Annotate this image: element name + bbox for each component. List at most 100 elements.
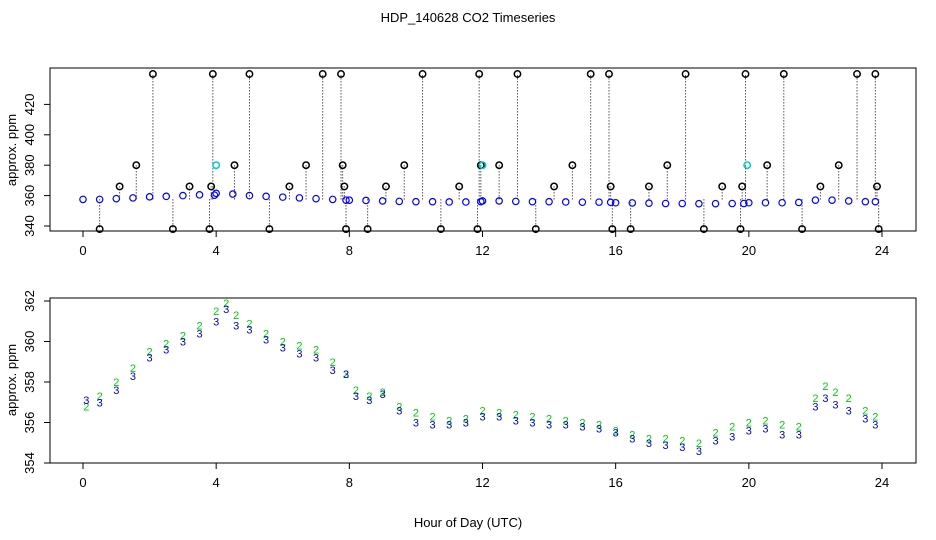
y-tick-label: 356 (22, 412, 37, 434)
data-point (695, 199, 703, 208)
y-tick-label: 340 (22, 215, 37, 237)
x-tick-label: 0 (79, 475, 86, 490)
series-3-point: 3 (147, 353, 153, 365)
outlier-point (779, 70, 788, 78)
data-point (611, 198, 620, 207)
outlier-point (550, 182, 559, 191)
outlier-point (718, 182, 727, 191)
series-3-point: 3 (596, 424, 602, 436)
data-point (362, 196, 370, 205)
outlier-point (418, 70, 427, 78)
series-3-point: 3 (832, 399, 838, 411)
data-point (844, 197, 853, 205)
x-tick-label: 8 (346, 475, 353, 490)
series-3-point: 3 (762, 424, 768, 436)
series-3-point: 3 (463, 418, 469, 430)
series-2-point: 2 (246, 318, 252, 330)
series-2-point: 2 (196, 320, 202, 332)
series-3-point: 3 (712, 436, 718, 448)
figure-title: HDP_140628 CO2 Timeseries (381, 10, 556, 25)
x-tick-label: 20 (742, 475, 756, 490)
x-axis: 0 4 8 12 16 20 24 (79, 463, 889, 490)
x-tick-label: 16 (608, 475, 622, 490)
y-tick-label: 360 (22, 185, 37, 207)
series-2-point: 2 (762, 415, 768, 427)
outlier-point (568, 161, 577, 170)
plot-frame (49, 297, 917, 464)
outlier-point (185, 182, 194, 191)
flagged-point (743, 161, 752, 170)
series-2-point: 2 (546, 413, 552, 425)
outlier-point (338, 161, 347, 170)
series-3-point: 3 (353, 391, 359, 403)
outlier-point (400, 161, 409, 170)
series-2-point: 2 (596, 420, 602, 432)
outlier-point (816, 182, 825, 191)
series-3-point: 3 (729, 432, 735, 444)
y-tick-label: 358 (22, 371, 37, 393)
series-2-point: 2 (413, 407, 419, 419)
data-point (328, 195, 337, 204)
data-point (145, 193, 154, 201)
outlier-point (207, 182, 216, 191)
series-3-point: 3 (380, 389, 386, 401)
data-point (628, 199, 637, 207)
data-point (245, 191, 254, 200)
outlier-point (699, 225, 708, 233)
x-axis-label: Hour of Day (UTC) (414, 515, 522, 530)
outlier-point (874, 225, 883, 233)
data-point (740, 199, 748, 208)
series-3-point: 3 (343, 369, 349, 381)
series-2-point: 2 (496, 407, 502, 419)
top-panel-marks (79, 70, 883, 233)
series-3-point: 3 (97, 397, 103, 409)
series-2-point: 2 (872, 411, 878, 423)
y-axis: 340 360 380 400 420 (22, 94, 50, 237)
data-point (112, 194, 121, 203)
outlier-point (741, 70, 750, 78)
series-3-point: 3 (430, 420, 436, 432)
outlier-point (230, 161, 239, 170)
outlier-point (586, 70, 595, 78)
series-2-point: 2 (280, 337, 286, 349)
data-point (412, 197, 420, 206)
series-3-point: 3 (646, 438, 652, 450)
data-point (428, 197, 437, 206)
data-point (811, 196, 820, 204)
data-point (578, 198, 587, 206)
data-point (728, 199, 736, 208)
x-tick-label: 16 (608, 243, 622, 258)
outlier-point (436, 225, 445, 233)
outlier-point (531, 225, 540, 233)
data-point (528, 197, 537, 206)
data-point (778, 198, 786, 207)
data-point (561, 198, 570, 206)
plot-frame (49, 67, 917, 232)
series-3-point: 3 (163, 345, 169, 357)
series-3-point: 3 (280, 343, 286, 355)
outlier-point (834, 161, 843, 170)
series-2-point: 2 (130, 363, 136, 375)
series-2-point: 2 (712, 428, 718, 440)
data-point (761, 198, 770, 207)
series-3-point: 3 (779, 430, 785, 442)
series-2-point: 2 (812, 393, 818, 405)
outlier-point (265, 225, 274, 233)
y-tick-label: 420 (22, 94, 37, 116)
outlier-point (132, 161, 141, 170)
series-3-point: 3 (862, 413, 868, 425)
data-point (378, 197, 387, 205)
outlier-point (115, 182, 124, 191)
data-point (462, 198, 470, 206)
series-2-point: 2 (353, 385, 359, 397)
data-point (478, 197, 487, 205)
series-3-point: 3 (679, 442, 685, 454)
data-point (79, 195, 87, 204)
series-2-point: 2 (862, 405, 868, 417)
y-tick-label: 354 (22, 452, 37, 474)
data-point (545, 197, 553, 206)
series-3-point: 3 (366, 395, 372, 407)
series-2-point: 2 (330, 357, 336, 369)
series-3-point: 3 (872, 420, 878, 432)
outlier-point (645, 182, 653, 191)
